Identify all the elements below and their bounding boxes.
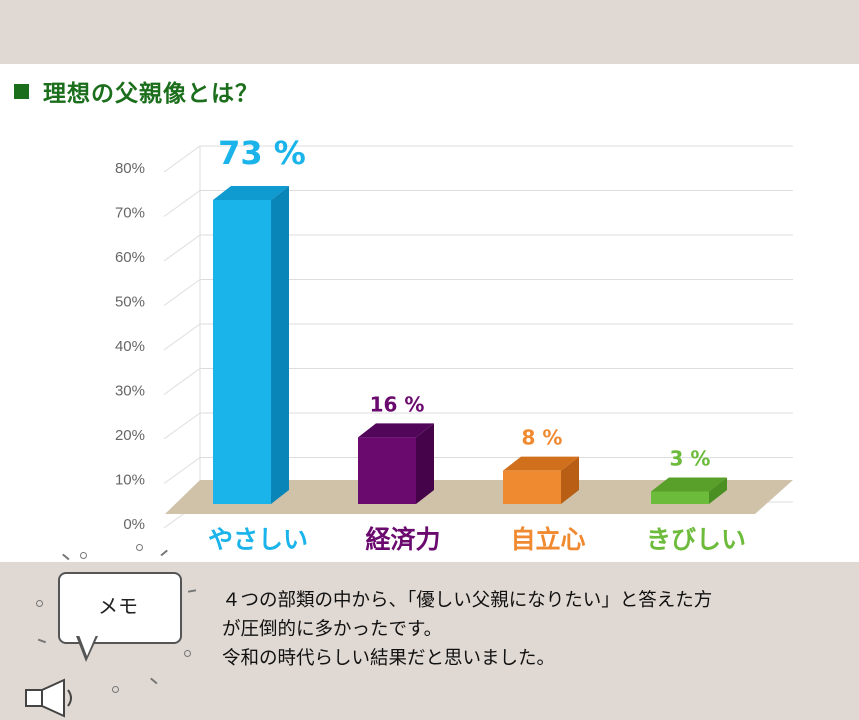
y-tick-label: 30% — [115, 383, 145, 400]
y-tick-label: 50% — [115, 294, 145, 311]
memo-line: ４つの部類の中から、「優しい父親になりたい」と答えた方 — [222, 590, 713, 611]
x-tick-label: きびしい — [646, 525, 746, 554]
bar-side — [416, 423, 434, 504]
y-tick-label: 10% — [115, 472, 145, 489]
memo-text: ４つの部類の中から、「優しい父親になりたい」と答えた方 が圧倒的に多かったです。… — [222, 586, 842, 673]
y-tick-label: 20% — [115, 427, 145, 444]
bar — [213, 200, 271, 504]
memo-label: メモ — [98, 594, 138, 618]
memo-bubble-tail-fill — [79, 635, 96, 656]
gridline-side — [163, 457, 201, 484]
title-square-icon — [14, 83, 29, 99]
megaphone-icon — [25, 678, 72, 718]
data-label: 16 % — [370, 392, 425, 416]
x-tick-label: 経済力 — [365, 525, 440, 554]
gridline-side — [163, 412, 201, 440]
gridline-side — [163, 368, 201, 395]
memo-line: 令和の時代らしい結果だと思いました。 — [222, 648, 556, 669]
bar-side — [271, 186, 289, 504]
bar-side — [561, 456, 579, 504]
bar-side — [709, 477, 727, 504]
bar-chart: 0% 10% 20% 30% 40% 50% 60% 70% 80% 73 % やさしい 16 % 経済… — [115, 134, 793, 554]
gridline-side — [163, 190, 201, 217]
decor-dot — [136, 544, 143, 551]
bar-top — [651, 477, 727, 492]
decor-dot — [80, 552, 87, 559]
y-tick-label: 70% — [115, 205, 145, 222]
decor-dot — [36, 600, 43, 607]
x-tick-label: やさしい — [208, 525, 308, 554]
gridline-side — [163, 279, 201, 306]
x-tick-label: 自立心 — [510, 525, 585, 554]
data-label: 73 % — [218, 134, 306, 172]
data-label: 8 % — [522, 426, 563, 450]
y-tick-label: 80% — [115, 160, 145, 177]
gridline-side — [163, 145, 201, 173]
top-band — [0, 0, 859, 64]
bar — [503, 470, 561, 504]
decor-dot — [112, 686, 119, 693]
memo-bubble — [58, 572, 182, 644]
bar-top — [358, 423, 434, 438]
chart-floor — [165, 480, 793, 514]
bar-top — [503, 456, 579, 471]
y-tick-label: 60% — [115, 249, 145, 266]
memo-line: が圧倒的に多かったです。 — [222, 619, 443, 640]
data-label: 3 % — [670, 447, 711, 471]
bar — [358, 437, 416, 504]
chart-title: 理想の父親像とは？ — [14, 74, 259, 108]
gridline-side — [163, 234, 201, 262]
bar-top — [213, 186, 289, 200]
title-text: 理想の父親像とは？ — [43, 81, 259, 107]
decor-dot — [184, 650, 191, 657]
y-tick-label: 40% — [115, 338, 145, 355]
bar — [651, 491, 709, 504]
y-tick-label: 0% — [123, 516, 145, 533]
gridline-side — [163, 323, 201, 351]
